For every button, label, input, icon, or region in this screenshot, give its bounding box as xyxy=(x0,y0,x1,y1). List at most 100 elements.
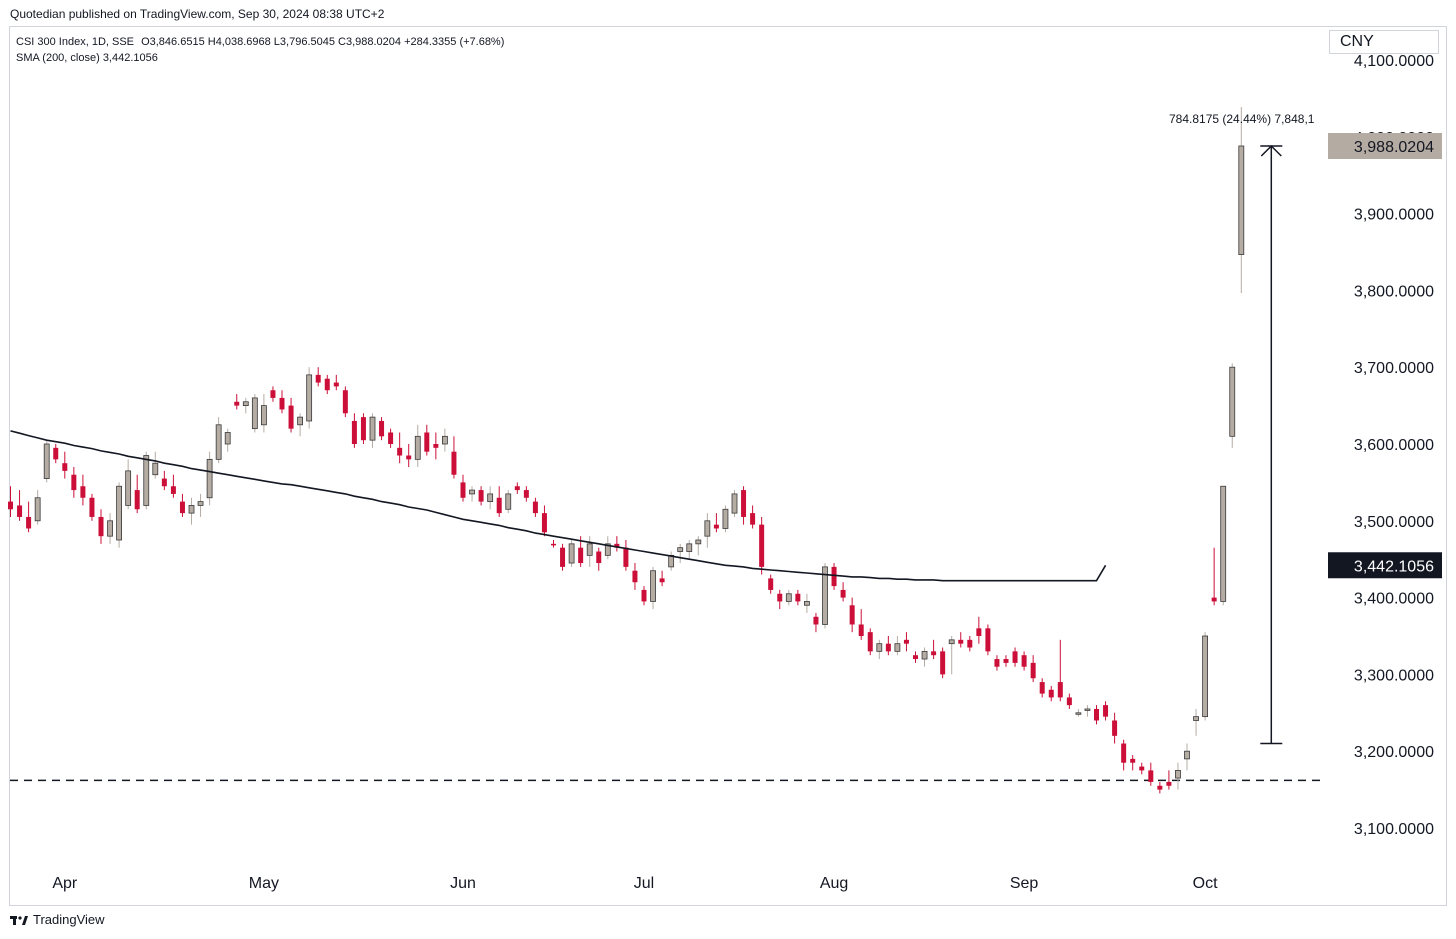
candle[interactable] xyxy=(1166,781,1172,786)
candle[interactable] xyxy=(514,486,520,491)
candle[interactable] xyxy=(215,424,222,460)
candle[interactable] xyxy=(26,516,32,529)
candle[interactable] xyxy=(170,486,176,494)
candle[interactable] xyxy=(578,547,584,564)
candle[interactable] xyxy=(750,513,756,525)
candle[interactable] xyxy=(406,455,412,460)
candle[interactable] xyxy=(967,639,973,648)
candle[interactable] xyxy=(288,405,294,429)
candle[interactable] xyxy=(116,485,122,541)
candle[interactable] xyxy=(469,489,475,495)
candle[interactable] xyxy=(441,435,448,445)
candle[interactable] xyxy=(921,650,928,660)
candle[interactable] xyxy=(71,474,77,491)
candle[interactable] xyxy=(397,447,403,456)
candle[interactable] xyxy=(279,397,285,410)
candle[interactable] xyxy=(831,566,837,587)
candle[interactable] xyxy=(976,628,982,636)
candle[interactable] xyxy=(34,497,41,522)
candle[interactable] xyxy=(741,490,747,517)
candle[interactable] xyxy=(1021,655,1027,667)
candle[interactable] xyxy=(759,524,765,567)
candle[interactable] xyxy=(1229,366,1236,437)
candle[interactable] xyxy=(568,543,575,564)
candle[interactable] xyxy=(623,547,629,567)
candle[interactable] xyxy=(822,566,828,625)
candle[interactable] xyxy=(306,374,313,422)
candle[interactable] xyxy=(98,516,104,537)
candle[interactable] xyxy=(985,628,991,652)
candle[interactable] xyxy=(541,513,547,533)
candle[interactable] xyxy=(80,486,86,498)
candle[interactable] xyxy=(107,520,113,537)
candle[interactable] xyxy=(1238,145,1245,255)
candle[interactable] xyxy=(722,508,729,529)
candle[interactable] xyxy=(414,435,421,460)
candle[interactable] xyxy=(379,420,385,437)
candle[interactable] xyxy=(388,432,394,444)
candle[interactable] xyxy=(885,643,891,652)
candle[interactable] xyxy=(604,543,611,556)
candle[interactable] xyxy=(713,524,719,529)
candle[interactable] xyxy=(523,490,529,498)
candle[interactable] xyxy=(994,659,1000,667)
candle[interactable] xyxy=(1057,682,1063,698)
candle[interactable] xyxy=(867,632,873,652)
candle[interactable] xyxy=(251,397,258,430)
candle[interactable] xyxy=(768,578,774,590)
candle[interactable] xyxy=(840,589,846,598)
candle[interactable] xyxy=(496,497,502,514)
candle[interactable] xyxy=(1012,651,1018,663)
candle[interactable] xyxy=(931,651,937,656)
candle[interactable] xyxy=(1003,659,1009,663)
candle[interactable] xyxy=(260,405,267,426)
symbol-legend-row[interactable]: CSI 300 Index, 1D, SSE O3,846.6515 H4,03… xyxy=(16,34,504,50)
candle[interactable] xyxy=(677,547,684,552)
candle[interactable] xyxy=(903,639,909,644)
candle[interactable] xyxy=(161,478,167,487)
candle[interactable] xyxy=(858,624,864,636)
candle[interactable] xyxy=(650,570,656,602)
candle[interactable] xyxy=(596,551,602,564)
candle[interactable] xyxy=(1030,662,1036,679)
candle[interactable] xyxy=(53,447,59,460)
candle[interactable] xyxy=(315,374,321,383)
candle[interactable] xyxy=(242,401,249,407)
candle[interactable] xyxy=(487,493,494,503)
candle[interactable] xyxy=(360,417,366,441)
candle[interactable] xyxy=(560,547,566,567)
candle[interactable] xyxy=(551,543,556,546)
candle[interactable] xyxy=(478,490,484,502)
candle[interactable] xyxy=(270,390,276,398)
candle[interactable] xyxy=(125,470,132,506)
candle[interactable] xyxy=(43,443,50,479)
candle[interactable] xyxy=(876,643,883,652)
candle[interactable] xyxy=(1103,705,1109,717)
candle[interactable] xyxy=(1075,712,1082,715)
candle[interactable] xyxy=(143,455,150,506)
candle[interactable] xyxy=(1157,785,1163,790)
candle[interactable] xyxy=(188,505,195,514)
candle[interactable] xyxy=(179,501,185,514)
candle[interactable] xyxy=(1184,750,1190,760)
sma-line[interactable] xyxy=(10,430,1107,582)
candle[interactable] xyxy=(460,482,466,498)
symbol-name[interactable]: CSI 300 Index, 1D, SSE xyxy=(16,36,135,48)
candle[interactable] xyxy=(632,570,638,583)
candle[interactable] xyxy=(1048,689,1054,698)
candle[interactable] xyxy=(8,501,13,510)
candle[interactable] xyxy=(89,497,95,517)
candle[interactable] xyxy=(17,505,23,517)
candle[interactable] xyxy=(234,401,240,406)
candle[interactable] xyxy=(641,589,647,602)
candle[interactable] xyxy=(913,655,918,660)
candle[interactable] xyxy=(1148,770,1154,782)
candle[interactable] xyxy=(948,639,955,645)
candle[interactable] xyxy=(695,539,702,545)
candle[interactable] xyxy=(1211,597,1217,602)
candle[interactable] xyxy=(813,616,819,625)
candle[interactable] xyxy=(62,463,68,471)
candle[interactable] xyxy=(424,432,430,452)
currency-button[interactable]: CNY xyxy=(1329,30,1439,54)
